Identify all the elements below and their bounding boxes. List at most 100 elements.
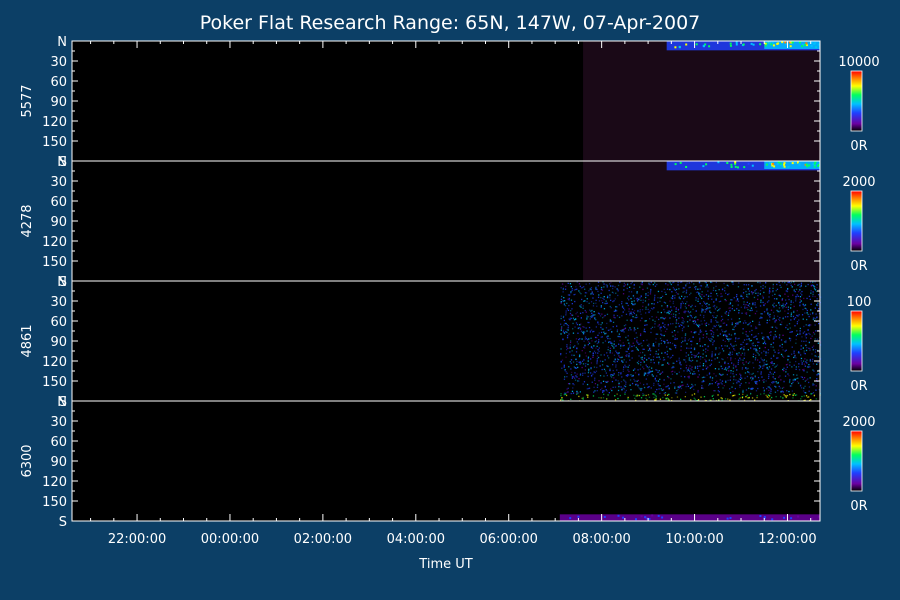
emission-pixel	[655, 397, 657, 399]
emission-pixel	[636, 291, 638, 293]
emission-pixel	[571, 308, 573, 310]
emission-spot	[705, 163, 708, 166]
emission-pixel	[736, 381, 738, 384]
emission-pixel	[649, 293, 652, 295]
emission-pixel	[629, 314, 631, 316]
emission-pixel	[655, 395, 657, 397]
emission-pixel	[629, 319, 632, 321]
emission-pixel	[777, 389, 779, 392]
emission-pixel	[586, 339, 589, 341]
emission-pixel	[578, 378, 580, 380]
emission-spot	[729, 42, 732, 45]
emission-pixel	[646, 324, 648, 326]
emission-pixel	[711, 354, 713, 356]
emission-pixel	[654, 282, 656, 284]
emission-pixel	[735, 379, 737, 381]
panel-background	[72, 401, 820, 521]
emission-pixel	[742, 328, 744, 330]
emission-pixel	[799, 289, 801, 291]
emission-pixel	[718, 309, 720, 311]
emission-pixel	[747, 296, 749, 298]
emission-pixel	[799, 332, 801, 334]
emission-pixel	[663, 301, 665, 303]
emission-pixel	[748, 371, 750, 374]
emission-pixel	[704, 344, 706, 346]
emission-pixel	[775, 396, 777, 398]
emission-pixel	[805, 324, 807, 326]
emission-spot	[657, 514, 660, 517]
emission-pixel	[636, 298, 638, 300]
emission-spot	[695, 43, 698, 46]
emission-pixel	[817, 356, 820, 358]
emission-pixel	[745, 333, 747, 336]
emission-pixel	[607, 349, 609, 351]
emission-spot	[752, 43, 755, 46]
emission-pixel	[652, 283, 654, 286]
emission-pixel	[751, 373, 753, 375]
emission-pixel	[801, 395, 803, 398]
emission-pixel	[674, 387, 676, 389]
emission-pixel	[677, 293, 680, 295]
emission-pixel	[582, 374, 584, 376]
emission-pixel	[661, 295, 664, 297]
emission-pixel	[759, 282, 761, 284]
emission-pixel	[702, 334, 705, 336]
emission-pixel	[567, 335, 569, 337]
emission-pixel	[666, 346, 668, 348]
emission-pixel	[562, 329, 565, 332]
emission-pixel	[799, 301, 801, 303]
emission-pixel	[627, 283, 629, 285]
emission-pixel	[743, 354, 746, 356]
emission-pixel	[735, 366, 737, 368]
emission-pixel	[748, 338, 750, 340]
emission-pixel	[766, 322, 768, 324]
emission-pixel	[716, 329, 718, 331]
emission-pixel	[659, 326, 661, 328]
emission-pixel	[694, 355, 696, 357]
emission-pixel	[724, 298, 726, 301]
emission-pixel	[642, 340, 645, 342]
emission-pixel	[591, 312, 593, 314]
emission-pixel	[616, 369, 618, 371]
emission-pixel	[690, 331, 692, 333]
emission-pixel	[689, 293, 691, 296]
emission-pixel	[592, 331, 594, 333]
emission-pixel	[652, 356, 655, 358]
emission-pixel	[744, 352, 746, 354]
emission-pixel	[570, 398, 572, 400]
emission-pixel	[622, 307, 625, 309]
emission-pixel	[683, 359, 685, 361]
emission-pixel	[749, 340, 751, 342]
emission-pixel	[714, 354, 716, 356]
emission-pixel	[565, 312, 567, 314]
y-tick-label: S	[59, 155, 67, 170]
emission-spot	[811, 517, 814, 520]
emission-pixel	[644, 320, 646, 322]
emission-pixel	[584, 369, 586, 371]
y-tick-label: N	[57, 35, 67, 50]
emission-pixel	[744, 305, 746, 307]
emission-pixel	[614, 359, 616, 361]
emission-pixel	[653, 345, 655, 347]
emission-pixel	[807, 329, 809, 331]
emission-spot	[759, 515, 762, 517]
emission-pixel	[663, 308, 665, 311]
emission-pixel	[719, 326, 721, 328]
emission-pixel	[610, 375, 612, 377]
y-tick-label: 120	[42, 475, 67, 490]
emission-pixel	[800, 284, 802, 286]
emission-pixel	[683, 370, 685, 372]
emission-pixel	[561, 326, 563, 328]
emission-pixel	[740, 359, 742, 361]
emission-pixel	[620, 386, 622, 388]
emission-pixel	[817, 303, 819, 305]
emission-pixel	[760, 286, 762, 288]
emission-pixel	[730, 370, 732, 372]
emission-pixel	[783, 305, 785, 308]
emission-pixel	[687, 369, 690, 371]
emission-pixel	[718, 391, 720, 393]
emission-pixel	[701, 309, 703, 312]
emission-pixel	[617, 397, 619, 400]
emission-pixel	[751, 397, 754, 399]
